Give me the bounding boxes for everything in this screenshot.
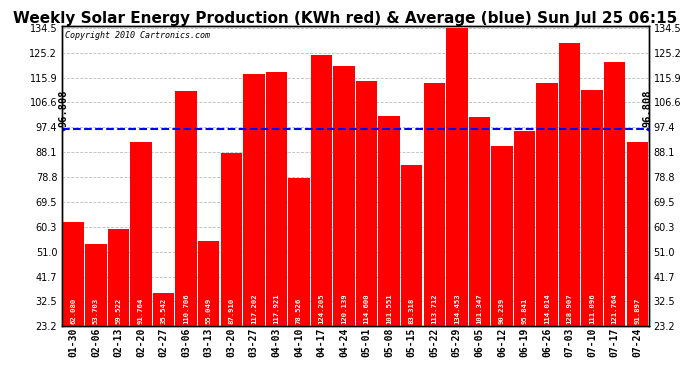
- Text: 35.542: 35.542: [161, 297, 166, 324]
- Bar: [379, 116, 400, 375]
- Text: 55.049: 55.049: [206, 297, 212, 324]
- Bar: [446, 28, 468, 375]
- Text: 114.014: 114.014: [544, 293, 550, 324]
- Bar: [198, 241, 219, 375]
- Bar: [130, 142, 152, 375]
- Bar: [469, 117, 490, 375]
- Text: 78.526: 78.526: [296, 297, 302, 324]
- Bar: [63, 222, 84, 375]
- Text: 113.712: 113.712: [431, 293, 437, 324]
- Bar: [86, 244, 107, 375]
- Text: 95.841: 95.841: [522, 297, 528, 324]
- Text: 134.453: 134.453: [454, 293, 460, 324]
- Text: 101.551: 101.551: [386, 293, 392, 324]
- Text: 120.139: 120.139: [341, 293, 347, 324]
- Text: Copyright 2010 Cartronics.com: Copyright 2010 Cartronics.com: [65, 31, 210, 40]
- Bar: [491, 146, 513, 375]
- Text: 111.096: 111.096: [589, 293, 595, 324]
- Bar: [356, 81, 377, 375]
- Text: 117.921: 117.921: [273, 293, 279, 324]
- Bar: [266, 72, 287, 375]
- Text: 59.522: 59.522: [115, 297, 121, 324]
- Bar: [536, 82, 558, 375]
- Text: 62.080: 62.080: [70, 297, 77, 324]
- Bar: [424, 83, 445, 375]
- Text: 128.907: 128.907: [566, 293, 573, 324]
- Text: 91.764: 91.764: [138, 297, 144, 324]
- Text: 117.202: 117.202: [251, 293, 257, 324]
- Text: 53.703: 53.703: [93, 297, 99, 324]
- Bar: [175, 92, 197, 375]
- Text: 121.764: 121.764: [612, 293, 618, 324]
- Text: 91.897: 91.897: [634, 297, 640, 324]
- Text: 114.600: 114.600: [364, 293, 370, 324]
- Text: 96.808: 96.808: [642, 90, 653, 128]
- Bar: [310, 55, 332, 375]
- Bar: [627, 142, 648, 375]
- Text: 101.347: 101.347: [476, 293, 482, 324]
- Bar: [288, 178, 310, 375]
- Bar: [604, 62, 625, 375]
- Bar: [333, 66, 355, 375]
- Text: 83.318: 83.318: [408, 297, 415, 324]
- Text: 96.808: 96.808: [58, 90, 68, 128]
- Text: Weekly Solar Energy Production (KWh red) & Average (blue) Sun Jul 25 06:15: Weekly Solar Energy Production (KWh red)…: [13, 11, 677, 26]
- Text: 90.239: 90.239: [499, 297, 505, 324]
- Bar: [401, 165, 422, 375]
- Bar: [153, 293, 175, 375]
- Bar: [221, 153, 242, 375]
- Text: 124.205: 124.205: [319, 293, 324, 324]
- Bar: [559, 43, 580, 375]
- Bar: [514, 131, 535, 375]
- Bar: [243, 74, 264, 375]
- Bar: [582, 90, 603, 375]
- Text: 87.910: 87.910: [228, 297, 235, 324]
- Bar: [108, 229, 129, 375]
- Text: 110.706: 110.706: [183, 293, 189, 324]
